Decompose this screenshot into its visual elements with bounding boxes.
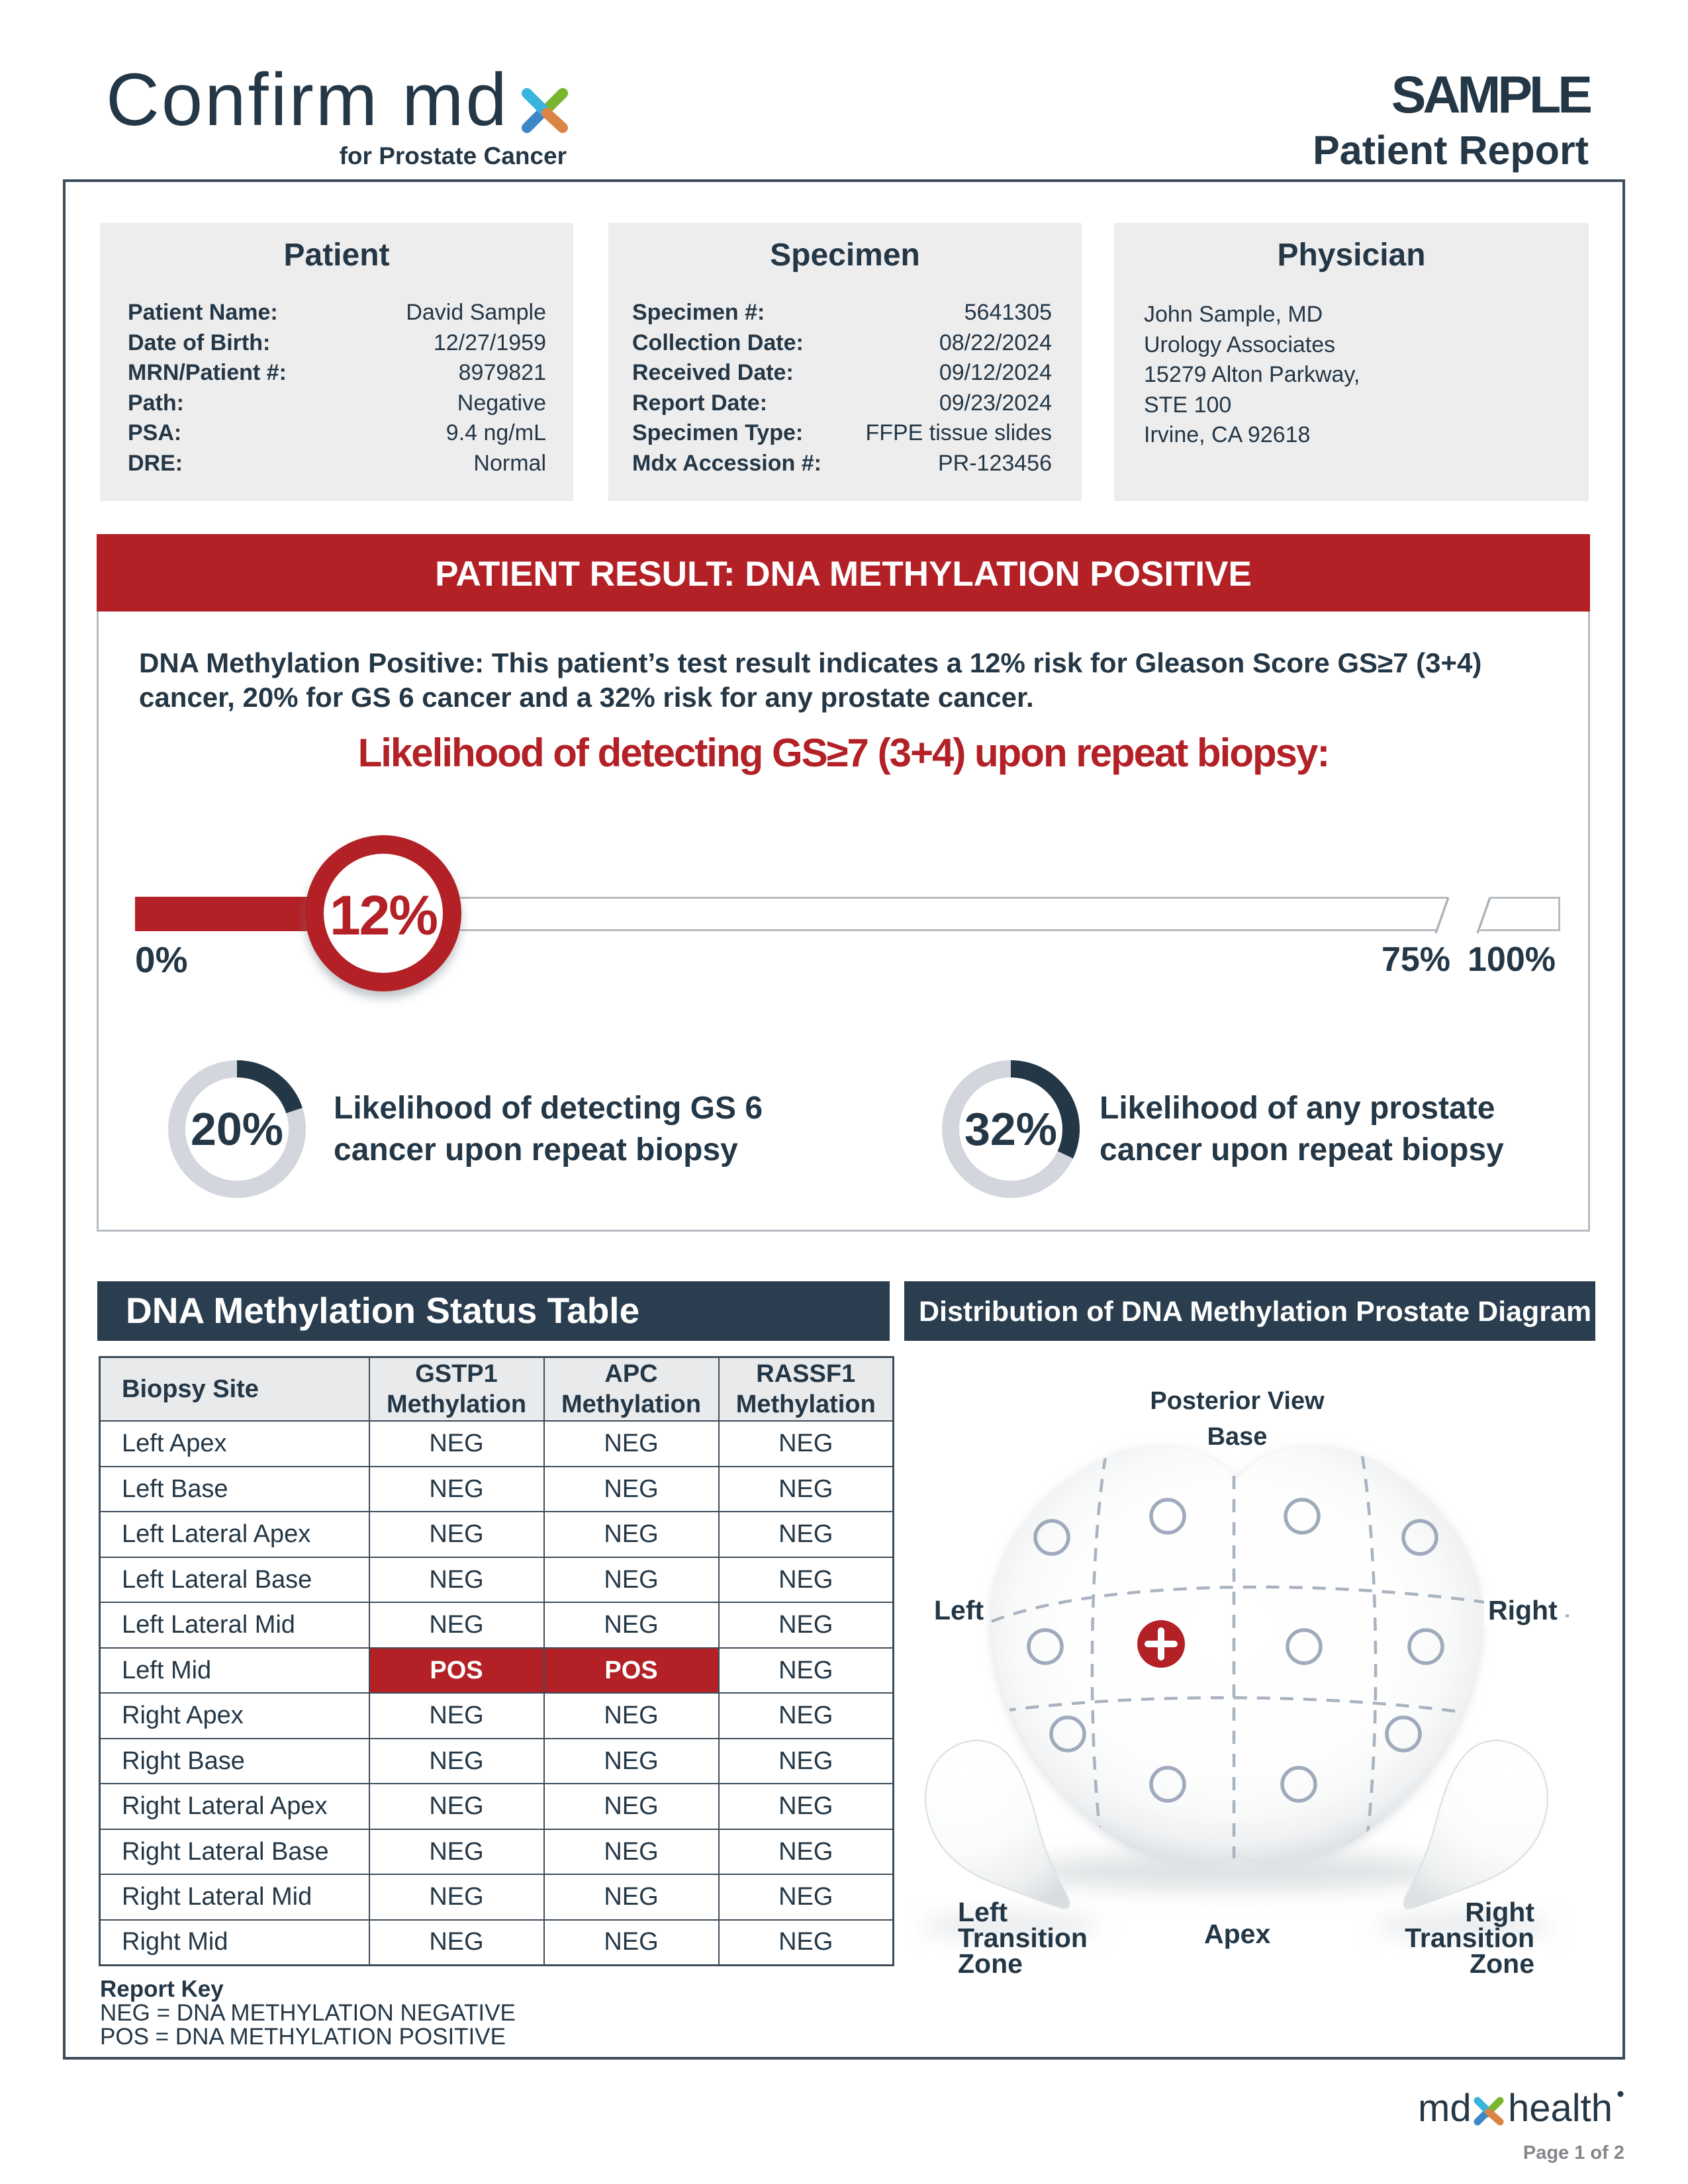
svg-text:health: health [1508, 2087, 1613, 2130]
svg-text:md: md [1418, 2087, 1472, 2130]
